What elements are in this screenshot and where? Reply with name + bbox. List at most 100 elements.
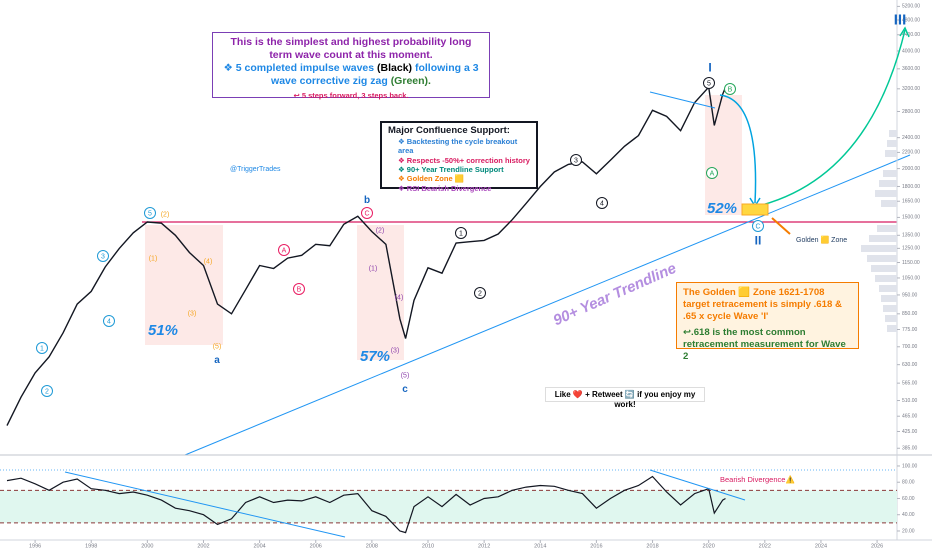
- wave-label: 5: [707, 80, 711, 87]
- wave-label: II: [755, 234, 762, 248]
- wave-label: a: [214, 355, 220, 366]
- wave-label: (5): [213, 343, 222, 350]
- series-line: [6, 475, 726, 534]
- wave-path: [719, 94, 757, 204]
- y-tick-label: 2400.00: [902, 135, 920, 141]
- x-tick-label: 2018: [646, 543, 658, 549]
- divergence-line: [64, 471, 346, 538]
- y-tick-label: 775.00: [902, 327, 918, 333]
- wave-circle: [724, 83, 736, 95]
- golden-zone: [741, 203, 769, 216]
- x-tick-label: 2020: [703, 543, 715, 549]
- y-tick-label: 5200.00: [902, 4, 920, 10]
- volume-profile: [861, 245, 897, 252]
- wave-label: 3: [574, 157, 578, 164]
- y-tick-label: 60.00: [902, 496, 915, 502]
- x-tick-label: 1998: [85, 543, 97, 549]
- y-tick-label: 4800.00: [902, 17, 920, 23]
- volume-profile: [883, 170, 897, 177]
- correction-zone: [357, 225, 404, 360]
- x-tick-label: 2010: [422, 543, 434, 549]
- wave-label: c: [402, 384, 408, 395]
- wave-label: III: [894, 11, 907, 28]
- wave-label: b: [364, 195, 370, 206]
- wave-count-note: This is the simplest and highest probabi…: [212, 32, 490, 100]
- wave-label: 2: [478, 290, 482, 297]
- wave-label: B: [297, 286, 302, 293]
- wave-label: A: [710, 170, 715, 177]
- box-item: ❖ Backtesting the cycle breakout area: [398, 136, 518, 156]
- y-tick-label: 385.00: [902, 446, 918, 452]
- series-line: [6, 85, 727, 426]
- note-text: ❖ 5 completed impulse waves (Black) foll…: [219, 62, 483, 88]
- trendline-label: 90+ Year Trendline: [551, 260, 679, 330]
- volume-profile: [881, 295, 897, 302]
- wave-label: (1): [149, 255, 158, 262]
- wave-label: B: [728, 86, 733, 93]
- y-tick-label: 950.00: [902, 292, 918, 298]
- y-tick-label: 20.00: [902, 528, 915, 534]
- divergence-line: [649, 469, 746, 501]
- wave-label: 4: [107, 318, 111, 325]
- wave-circle: [752, 220, 764, 232]
- y-tick-label: 565.00: [902, 380, 918, 386]
- note-text: ❖ 5 completed impulse waves: [223, 62, 375, 75]
- confluence-box: Major Confluence Support: ❖ Backtesting …: [380, 121, 538, 193]
- wave-circle: [293, 283, 305, 295]
- wave-label: (2): [376, 227, 385, 234]
- wave-circle: [706, 167, 718, 179]
- wave-label: 1: [40, 345, 44, 352]
- y-tick-label: 80.00: [902, 480, 915, 486]
- wave-label: C: [364, 210, 369, 217]
- volume-profile: [887, 325, 897, 332]
- divergence-label: Bearish Divergence⚠️: [720, 475, 795, 484]
- percent-label: 52%: [707, 200, 737, 217]
- x-tick-label: 2014: [534, 543, 546, 549]
- y-tick-label: 1650.00: [902, 199, 920, 205]
- wave-label: A: [282, 247, 287, 254]
- wave-circle: [570, 154, 582, 166]
- box-item: ❖ 90+ Year Trendline Support: [398, 165, 504, 174]
- volume-profile: [879, 285, 897, 292]
- volume-profile: [889, 130, 897, 137]
- note-text: ↩.618 is the most common retracement mea…: [683, 326, 846, 362]
- y-tick-label: 2000.00: [902, 166, 920, 172]
- wave-label: (4): [204, 258, 213, 265]
- wave-label: (2): [161, 211, 170, 218]
- note-text: (Black): [377, 62, 413, 75]
- wave-circle: [361, 207, 373, 219]
- y-tick-label: 850.00: [902, 311, 918, 317]
- correction-zone: [705, 95, 742, 215]
- volume-profile: [879, 180, 897, 187]
- wave-label: (1): [369, 265, 378, 272]
- trendline: [184, 154, 911, 456]
- x-tick-label: 1996: [29, 543, 41, 549]
- wave-circle: [41, 385, 53, 397]
- y-tick-label: 2800.00: [902, 109, 920, 115]
- y-tick-label: 425.00: [902, 429, 918, 435]
- wave-circle: [278, 244, 290, 256]
- note-text: The Golden 🟨 Zone 1621-1708 target retra…: [683, 287, 842, 322]
- wave-label: 4: [600, 200, 604, 207]
- volume-profile: [869, 235, 897, 242]
- wave-label: 1: [459, 230, 463, 237]
- note-text: ↩ 5 steps forward, 3 steps back.: [293, 90, 409, 100]
- wave-label: (4): [395, 294, 404, 301]
- volume-profile: [875, 275, 897, 282]
- wave-label: I: [708, 61, 711, 75]
- note-text: (Green).: [390, 75, 431, 88]
- x-tick-label: 2008: [366, 543, 378, 549]
- y-tick-label: 100.00: [902, 463, 918, 469]
- wave-circle: [103, 315, 115, 327]
- zone-label: Golden 🟨 Zone: [796, 235, 847, 244]
- volume-profile: [871, 265, 897, 272]
- volume-profile: [883, 305, 897, 312]
- note-text: following a 3 wave corrective zig zag: [271, 62, 479, 88]
- y-tick-label: 1050.00: [902, 275, 920, 281]
- y-tick-label: 3200.00: [902, 86, 920, 92]
- wave-label: 2: [45, 388, 49, 395]
- wave-circle: [97, 250, 109, 262]
- arrow-head: [899, 26, 910, 38]
- volume-profile: [885, 150, 897, 157]
- y-tick-label: 1250.00: [902, 246, 920, 252]
